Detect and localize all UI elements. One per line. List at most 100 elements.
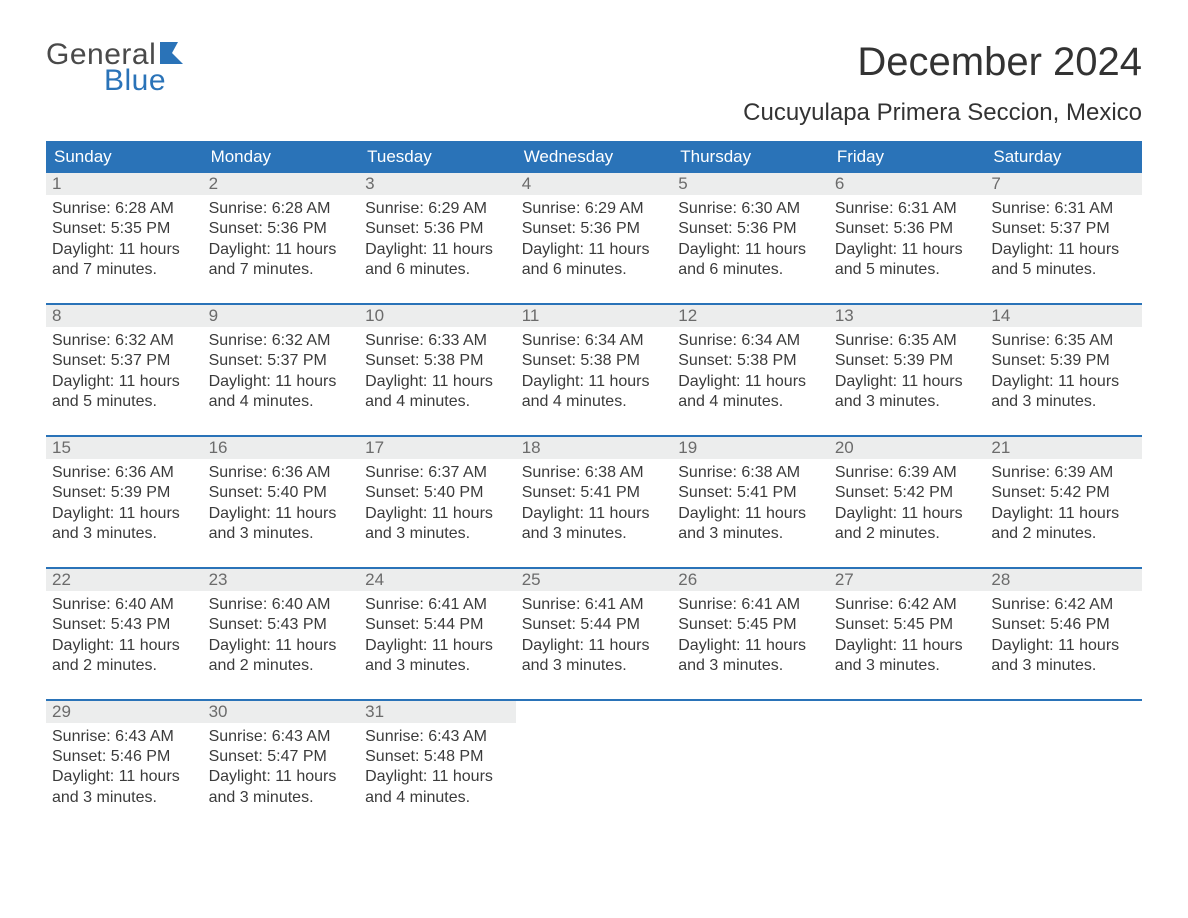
day-number: 5 [672, 173, 829, 195]
calendar-day-cell: 29Sunrise: 6:43 AMSunset: 5:46 PMDayligh… [46, 700, 203, 831]
weekday-thursday: Thursday [672, 141, 829, 173]
day-number: 26 [672, 569, 829, 591]
day-number: 4 [516, 173, 673, 195]
calendar-week-row: 22Sunrise: 6:40 AMSunset: 5:43 PMDayligh… [46, 568, 1142, 700]
weekday-monday: Monday [203, 141, 360, 173]
day-details: Sunrise: 6:29 AMSunset: 5:36 PMDaylight:… [516, 195, 673, 303]
location-subtitle: Cucuyulapa Primera Seccion, Mexico [743, 99, 1142, 127]
weekday-friday: Friday [829, 141, 986, 173]
weekday-sunday: Sunday [46, 141, 203, 173]
day-details: Sunrise: 6:41 AMSunset: 5:44 PMDaylight:… [516, 591, 673, 699]
calendar-day-cell: 13Sunrise: 6:35 AMSunset: 5:39 PMDayligh… [829, 304, 986, 436]
day-details: Sunrise: 6:41 AMSunset: 5:44 PMDaylight:… [359, 591, 516, 699]
day-details: Sunrise: 6:30 AMSunset: 5:36 PMDaylight:… [672, 195, 829, 303]
day-details: Sunrise: 6:28 AMSunset: 5:35 PMDaylight:… [46, 195, 203, 303]
weekday-wednesday: Wednesday [516, 141, 673, 173]
day-details: Sunrise: 6:31 AMSunset: 5:37 PMDaylight:… [985, 195, 1142, 303]
day-number: 19 [672, 437, 829, 459]
calendar-day-cell: 24Sunrise: 6:41 AMSunset: 5:44 PMDayligh… [359, 568, 516, 700]
weekday-saturday: Saturday [985, 141, 1142, 173]
calendar-day-cell: 11Sunrise: 6:34 AMSunset: 5:38 PMDayligh… [516, 304, 673, 436]
day-number: 12 [672, 305, 829, 327]
calendar-day-cell: 5Sunrise: 6:30 AMSunset: 5:36 PMDaylight… [672, 173, 829, 304]
calendar-week-row: 8Sunrise: 6:32 AMSunset: 5:37 PMDaylight… [46, 304, 1142, 436]
day-number: 21 [985, 437, 1142, 459]
calendar-day-cell: .. [516, 700, 673, 831]
day-details: Sunrise: 6:28 AMSunset: 5:36 PMDaylight:… [203, 195, 360, 303]
day-number: 24 [359, 569, 516, 591]
calendar-day-cell: 19Sunrise: 6:38 AMSunset: 5:41 PMDayligh… [672, 436, 829, 568]
calendar-day-cell: 8Sunrise: 6:32 AMSunset: 5:37 PMDaylight… [46, 304, 203, 436]
day-number: 20 [829, 437, 986, 459]
calendar-week-row: 15Sunrise: 6:36 AMSunset: 5:39 PMDayligh… [46, 436, 1142, 568]
calendar-day-cell: 31Sunrise: 6:43 AMSunset: 5:48 PMDayligh… [359, 700, 516, 831]
calendar-day-cell: 10Sunrise: 6:33 AMSunset: 5:38 PMDayligh… [359, 304, 516, 436]
calendar-day-cell: 2Sunrise: 6:28 AMSunset: 5:36 PMDaylight… [203, 173, 360, 304]
calendar-day-cell: 27Sunrise: 6:42 AMSunset: 5:45 PMDayligh… [829, 568, 986, 700]
day-number: 1 [46, 173, 203, 195]
calendar-day-cell: 30Sunrise: 6:43 AMSunset: 5:47 PMDayligh… [203, 700, 360, 831]
day-number: 14 [985, 305, 1142, 327]
day-details: Sunrise: 6:35 AMSunset: 5:39 PMDaylight:… [829, 327, 986, 435]
calendar-day-cell: .. [985, 700, 1142, 831]
calendar-day-cell: 23Sunrise: 6:40 AMSunset: 5:43 PMDayligh… [203, 568, 360, 700]
day-details: Sunrise: 6:31 AMSunset: 5:36 PMDaylight:… [829, 195, 986, 303]
day-details: Sunrise: 6:34 AMSunset: 5:38 PMDaylight:… [672, 327, 829, 435]
calendar-day-cell: .. [672, 700, 829, 831]
page-title: December 2024 [743, 40, 1142, 85]
calendar-day-cell: 25Sunrise: 6:41 AMSunset: 5:44 PMDayligh… [516, 568, 673, 700]
brand-logo: General Blue [46, 40, 190, 96]
day-number: 10 [359, 305, 516, 327]
day-number: 28 [985, 569, 1142, 591]
day-number: 30 [203, 701, 360, 723]
day-details: Sunrise: 6:42 AMSunset: 5:45 PMDaylight:… [829, 591, 986, 699]
day-details: Sunrise: 6:36 AMSunset: 5:39 PMDaylight:… [46, 459, 203, 567]
calendar-day-cell: 15Sunrise: 6:36 AMSunset: 5:39 PMDayligh… [46, 436, 203, 568]
day-number: 9 [203, 305, 360, 327]
day-details: Sunrise: 6:29 AMSunset: 5:36 PMDaylight:… [359, 195, 516, 303]
day-number: 7 [985, 173, 1142, 195]
day-details: Sunrise: 6:39 AMSunset: 5:42 PMDaylight:… [985, 459, 1142, 567]
calendar-day-cell: 20Sunrise: 6:39 AMSunset: 5:42 PMDayligh… [829, 436, 986, 568]
calendar-day-cell: 16Sunrise: 6:36 AMSunset: 5:40 PMDayligh… [203, 436, 360, 568]
calendar-body: 1Sunrise: 6:28 AMSunset: 5:35 PMDaylight… [46, 173, 1142, 830]
day-number: 8 [46, 305, 203, 327]
calendar-day-cell: 17Sunrise: 6:37 AMSunset: 5:40 PMDayligh… [359, 436, 516, 568]
day-number: 31 [359, 701, 516, 723]
day-details: Sunrise: 6:32 AMSunset: 5:37 PMDaylight:… [203, 327, 360, 435]
day-number: 2 [203, 173, 360, 195]
day-number: 15 [46, 437, 203, 459]
calendar-day-cell: 9Sunrise: 6:32 AMSunset: 5:37 PMDaylight… [203, 304, 360, 436]
day-details: Sunrise: 6:39 AMSunset: 5:42 PMDaylight:… [829, 459, 986, 567]
day-details: Sunrise: 6:41 AMSunset: 5:45 PMDaylight:… [672, 591, 829, 699]
day-details: Sunrise: 6:43 AMSunset: 5:46 PMDaylight:… [46, 723, 203, 831]
calendar-day-cell: 28Sunrise: 6:42 AMSunset: 5:46 PMDayligh… [985, 568, 1142, 700]
day-number: 29 [46, 701, 203, 723]
calendar-day-cell: 3Sunrise: 6:29 AMSunset: 5:36 PMDaylight… [359, 173, 516, 304]
day-number: 13 [829, 305, 986, 327]
calendar-day-cell: 1Sunrise: 6:28 AMSunset: 5:35 PMDaylight… [46, 173, 203, 304]
day-details: Sunrise: 6:38 AMSunset: 5:41 PMDaylight:… [672, 459, 829, 567]
day-details: Sunrise: 6:36 AMSunset: 5:40 PMDaylight:… [203, 459, 360, 567]
day-details: Sunrise: 6:43 AMSunset: 5:48 PMDaylight:… [359, 723, 516, 831]
weekday-tuesday: Tuesday [359, 141, 516, 173]
calendar-day-cell: 4Sunrise: 6:29 AMSunset: 5:36 PMDaylight… [516, 173, 673, 304]
day-details: Sunrise: 6:38 AMSunset: 5:41 PMDaylight:… [516, 459, 673, 567]
calendar-day-cell: 26Sunrise: 6:41 AMSunset: 5:45 PMDayligh… [672, 568, 829, 700]
calendar-table: Sunday Monday Tuesday Wednesday Thursday… [46, 141, 1142, 830]
day-number: 18 [516, 437, 673, 459]
calendar-day-cell: 6Sunrise: 6:31 AMSunset: 5:36 PMDaylight… [829, 173, 986, 304]
weekday-header-row: Sunday Monday Tuesday Wednesday Thursday… [46, 141, 1142, 173]
day-number: 17 [359, 437, 516, 459]
calendar-day-cell: 7Sunrise: 6:31 AMSunset: 5:37 PMDaylight… [985, 173, 1142, 304]
calendar-day-cell: 21Sunrise: 6:39 AMSunset: 5:42 PMDayligh… [985, 436, 1142, 568]
brand-blue: Blue [104, 66, 190, 96]
day-number: 27 [829, 569, 986, 591]
calendar-day-cell: 12Sunrise: 6:34 AMSunset: 5:38 PMDayligh… [672, 304, 829, 436]
calendar-day-cell: 14Sunrise: 6:35 AMSunset: 5:39 PMDayligh… [985, 304, 1142, 436]
day-details: Sunrise: 6:43 AMSunset: 5:47 PMDaylight:… [203, 723, 360, 831]
calendar-day-cell: .. [829, 700, 986, 831]
day-number: 6 [829, 173, 986, 195]
day-details: Sunrise: 6:37 AMSunset: 5:40 PMDaylight:… [359, 459, 516, 567]
day-details: Sunrise: 6:35 AMSunset: 5:39 PMDaylight:… [985, 327, 1142, 435]
